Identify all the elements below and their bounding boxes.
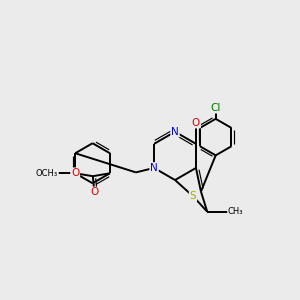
Text: O: O xyxy=(90,188,98,197)
Text: N: N xyxy=(171,127,179,137)
Text: OCH₃: OCH₃ xyxy=(36,169,58,178)
Text: S: S xyxy=(190,191,196,201)
Text: O: O xyxy=(192,118,200,128)
Text: O: O xyxy=(71,168,79,178)
Text: Cl: Cl xyxy=(211,103,221,113)
Text: CH₃: CH₃ xyxy=(228,207,243,216)
Text: N: N xyxy=(150,163,158,173)
